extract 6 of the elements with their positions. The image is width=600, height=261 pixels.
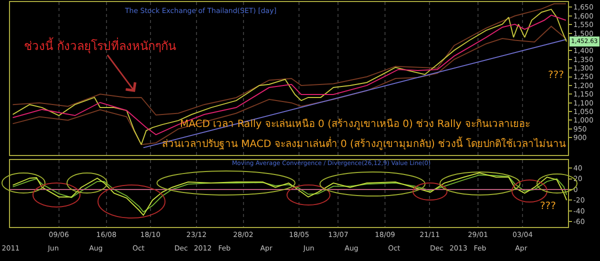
annotation: MACD เวลา Rally จะเล่นเหนือ 0 (สร้างภูเขาเหนือ 0) ช่วง Rally จะกินเวลาเยอะ xyxy=(180,118,530,130)
annotation: ??? xyxy=(540,201,556,212)
annotation: ??? xyxy=(548,70,564,81)
annotation: ช่วงนี้ กังวลยุโรปที่ลงหนักๆกัน xyxy=(24,37,176,54)
annotation: ส่วนเวลาปรับฐาน MACD จะลงมาเล่นต่ำ 0 (สร้างภูเขามุมกลับ) ช่วงนี้ โดยปกติใช้เวลาไม่นาน xyxy=(162,136,566,150)
line-series xyxy=(12,3,566,116)
